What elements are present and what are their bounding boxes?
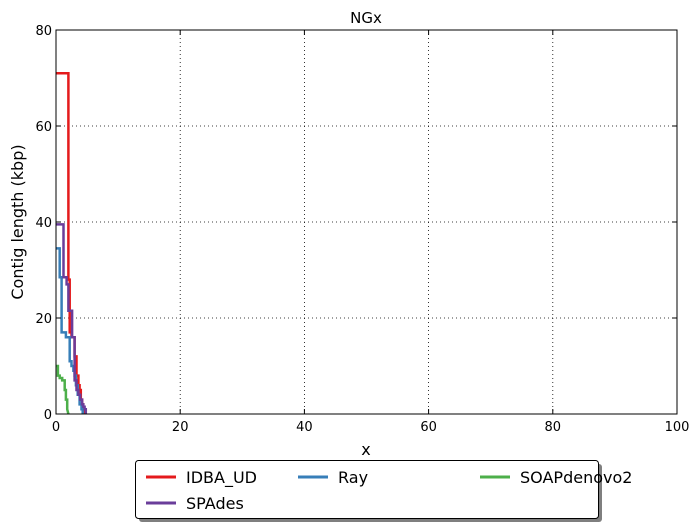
x-tick-label: 40	[296, 420, 313, 435]
legend-label: IDBA_UD	[186, 468, 257, 488]
legend-label: Ray	[338, 468, 368, 487]
legend-label: SPAdes	[186, 494, 244, 513]
x-tick-label: 0	[52, 420, 60, 435]
series-line-spades	[56, 223, 88, 414]
legend-label: SOAPdenovo2	[520, 468, 632, 487]
x-tick-label: 100	[665, 420, 690, 435]
y-tick-label: 40	[35, 216, 52, 231]
series-line-idba-ud	[56, 71, 86, 414]
series-line-soapdenovo2	[56, 364, 70, 415]
plot-frame	[55, 29, 678, 415]
x-tick-label: 60	[420, 420, 437, 435]
y-tick-label: 0	[44, 408, 52, 423]
y-axis-label: Contig length (kbp)	[8, 144, 27, 299]
y-tick-label: 60	[35, 120, 52, 135]
series-lines	[56, 71, 88, 415]
grid-lines	[55, 29, 678, 415]
legend: IDBA_UD Ray SOAPdenovo2 SPAdes	[135, 460, 632, 522]
chart-title: NGx	[350, 9, 382, 27]
y-tick-label: 80	[35, 24, 52, 39]
axis-ticks: 0 20 40 60 80 100 0 20 40 60 80	[35, 24, 689, 435]
y-tick-label: 20	[35, 312, 52, 327]
legend-box	[135, 460, 599, 519]
x-tick-label: 20	[172, 420, 189, 435]
x-axis-label: x	[361, 440, 370, 459]
x-tick-label: 80	[545, 420, 562, 435]
